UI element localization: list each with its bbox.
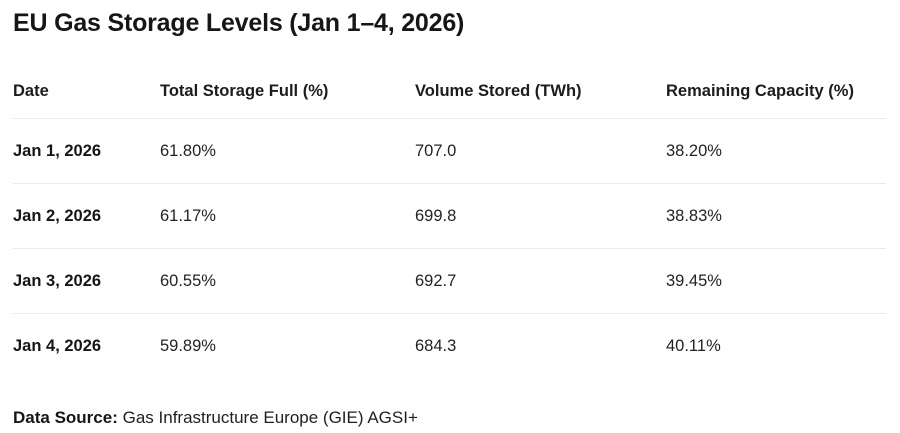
data-table: Date Total Storage Full (%) Volume Store… — [13, 65, 886, 378]
header-cell-remaining-capacity: Remaining Capacity (%) — [666, 82, 854, 100]
page-title: EU Gas Storage Levels (Jan 1–4, 2026) — [13, 9, 465, 37]
cell-remaining-capacity: 39.45% — [666, 271, 722, 290]
table-row: Jan 3, 2026 60.55% 692.7 39.45% — [13, 249, 886, 314]
header-cell-date: Date — [13, 82, 49, 100]
table-header-row: Date Total Storage Full (%) Volume Store… — [13, 65, 886, 119]
cell-remaining-capacity: 38.20% — [666, 141, 722, 160]
cell-date: Jan 4, 2026 — [13, 336, 102, 355]
header-cell-volume-stored: Volume Stored (TWh) — [415, 82, 582, 100]
cell-remaining-capacity: 40.11% — [666, 336, 721, 355]
header-cell-total-storage-full: Total Storage Full (%) — [160, 82, 329, 100]
cell-volume-stored: 707.0 — [415, 141, 457, 160]
cell-total-storage-full: 61.17% — [160, 206, 216, 225]
cell-volume-stored: 692.7 — [415, 271, 457, 290]
cell-date: Jan 1, 2026 — [13, 141, 102, 160]
data-source-value: Gas Infrastructure Europe (GIE) AGSI+ — [122, 408, 418, 427]
cell-date: Jan 3, 2026 — [13, 271, 102, 290]
data-source: Data Source: Gas Infrastructure Europe (… — [13, 407, 886, 428]
table-row: Jan 1, 2026 61.80% 707.0 38.20% — [13, 119, 886, 184]
table-row: Jan 4, 2026 59.89% 684.3 40.11% — [13, 314, 886, 378]
table-row: Jan 2, 2026 61.17% 699.8 38.83% — [13, 184, 886, 249]
cell-total-storage-full: 59.89% — [160, 336, 216, 355]
cell-volume-stored: 699.8 — [415, 206, 457, 225]
data-source-label: Data Source: — [13, 408, 118, 427]
cell-volume-stored: 684.3 — [415, 336, 457, 355]
cell-remaining-capacity: 38.83% — [666, 206, 722, 225]
cell-date: Jan 2, 2026 — [13, 206, 102, 225]
cell-total-storage-full: 60.55% — [160, 271, 216, 290]
cell-total-storage-full: 61.80% — [160, 141, 216, 160]
